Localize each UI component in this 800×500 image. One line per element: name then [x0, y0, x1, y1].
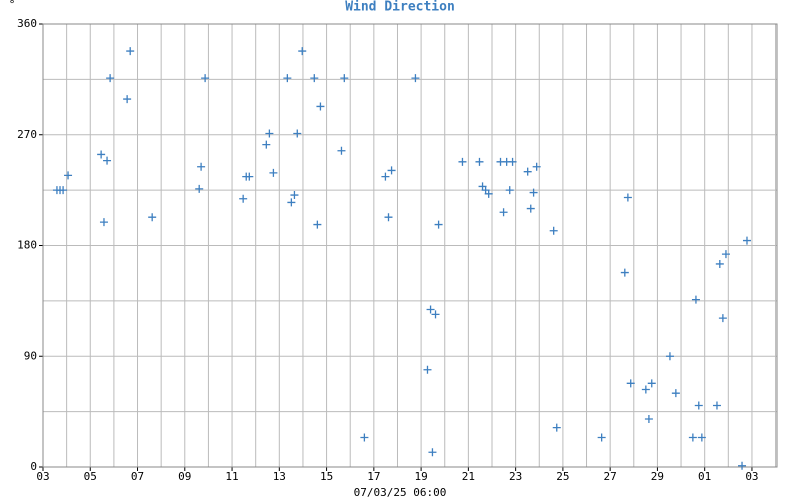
point	[64, 171, 73, 180]
point	[381, 172, 390, 181]
y-tick-label: 0	[30, 460, 37, 473]
x-tick-label: 05	[84, 470, 97, 483]
point	[721, 250, 730, 259]
point	[508, 157, 517, 166]
x-tick-label: 29	[651, 470, 664, 483]
point	[641, 385, 650, 394]
point	[623, 193, 632, 202]
point	[499, 208, 508, 217]
point	[665, 352, 674, 361]
point	[712, 401, 721, 410]
point	[647, 379, 656, 388]
point	[475, 157, 484, 166]
point	[283, 74, 292, 83]
point	[197, 162, 206, 171]
point	[458, 157, 467, 166]
point	[265, 129, 274, 138]
point	[97, 150, 106, 159]
point	[532, 162, 541, 171]
point	[742, 236, 751, 245]
point	[644, 415, 653, 424]
point	[106, 74, 115, 83]
point	[552, 423, 561, 432]
x-tick-label: 03	[36, 470, 49, 483]
point	[597, 433, 606, 442]
x-tick-label: 13	[273, 470, 286, 483]
point	[423, 365, 432, 374]
point	[123, 95, 132, 104]
y-tick-label: 360	[17, 17, 37, 30]
x-tick-label: 17	[367, 470, 380, 483]
point	[290, 191, 299, 200]
point	[59, 186, 68, 195]
point	[126, 47, 135, 56]
x-tick-label: 03	[745, 470, 758, 483]
y-tick-label: 270	[17, 128, 37, 141]
point	[428, 448, 437, 457]
point	[626, 379, 635, 388]
point	[337, 146, 346, 155]
point	[431, 310, 440, 319]
point	[293, 129, 302, 138]
x-tick-label: 21	[462, 470, 475, 483]
point	[434, 220, 443, 229]
point	[671, 389, 680, 398]
point	[313, 220, 322, 229]
chart-title: Wind Direction	[345, 0, 455, 15]
point	[549, 226, 558, 235]
point	[694, 401, 703, 410]
point	[697, 433, 706, 442]
point	[245, 172, 254, 181]
x-tick-label: 07	[131, 470, 144, 483]
point	[298, 47, 307, 56]
point	[529, 188, 538, 197]
x-tick-label: 01	[698, 470, 711, 483]
point	[411, 74, 420, 83]
point	[505, 186, 514, 195]
point	[103, 156, 112, 165]
point	[688, 433, 697, 442]
x-tick-label: 15	[320, 470, 333, 483]
point	[99, 218, 108, 227]
point	[384, 213, 393, 222]
point	[269, 168, 278, 177]
x-tick-label: 11	[225, 470, 238, 483]
point	[715, 259, 724, 268]
x-tick-label: 25	[556, 470, 569, 483]
point	[316, 102, 325, 111]
point	[262, 140, 271, 149]
point	[620, 268, 629, 277]
point	[718, 314, 727, 323]
point	[310, 74, 319, 83]
x-tick-label: 23	[509, 470, 522, 483]
point	[360, 433, 369, 442]
x-tick-label: 19	[414, 470, 427, 483]
y-tick-label: 180	[17, 239, 37, 252]
plot-frame	[42, 23, 778, 468]
point	[426, 305, 435, 314]
point	[287, 198, 296, 207]
point	[484, 189, 493, 198]
x-tick-label: 09	[178, 470, 191, 483]
point	[195, 184, 204, 193]
point	[148, 213, 157, 222]
point	[523, 167, 532, 176]
point	[387, 166, 396, 175]
point	[526, 204, 535, 213]
x-axis-label: 07/03/25 06:00	[354, 486, 447, 499]
y-tick-label: 90	[24, 349, 37, 362]
point	[201, 74, 210, 83]
y-axis-label: °	[9, 0, 16, 11]
point	[340, 74, 349, 83]
point	[239, 194, 248, 203]
point	[691, 295, 700, 304]
x-tick-label: 27	[604, 470, 617, 483]
point	[738, 461, 747, 470]
